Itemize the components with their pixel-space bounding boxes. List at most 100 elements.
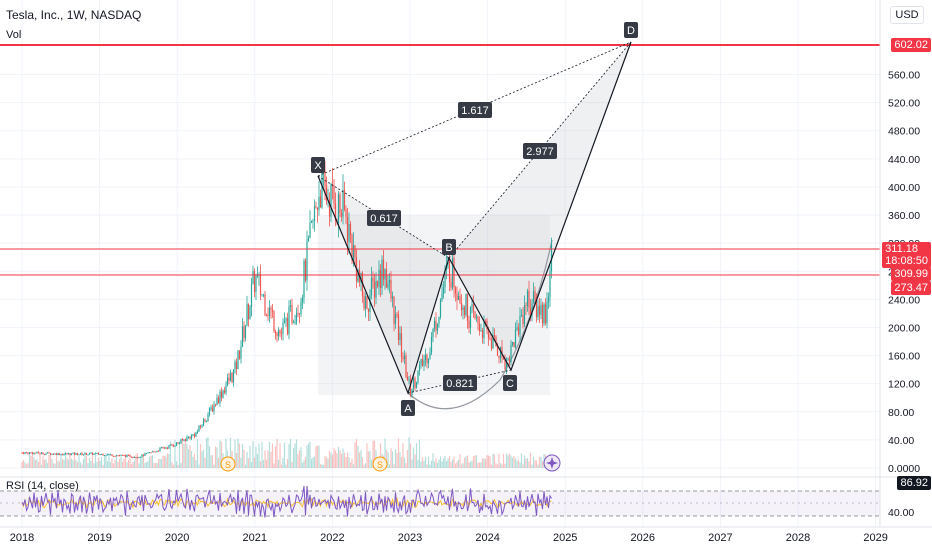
candle-body	[483, 321, 485, 339]
chart-legend[interactable]: Tesla, Inc., 1W, NASDAQ Vol	[6, 8, 141, 42]
candle-body	[523, 305, 526, 325]
candle-body	[207, 414, 209, 422]
volume-bar	[292, 447, 295, 468]
split-event-2022[interactable]: S	[372, 456, 388, 472]
candle-body	[421, 359, 424, 366]
rsi-title[interactable]: RSI (14, close)	[6, 480, 79, 492]
candle-body	[490, 339, 493, 349]
volume-bar	[282, 458, 284, 468]
volume-bar	[423, 460, 425, 468]
volume-bar	[283, 442, 286, 468]
volume-bar	[534, 460, 536, 468]
candle-body	[271, 309, 274, 312]
volume-bar	[57, 460, 59, 468]
candle-body	[517, 327, 520, 335]
volume-bar	[49, 455, 52, 468]
svg-text:X: X	[314, 160, 322, 172]
volume-bar	[112, 463, 115, 468]
volume-bar	[510, 455, 512, 468]
volume-bar	[306, 445, 308, 468]
volume-bar	[58, 461, 61, 468]
volume-bar	[466, 455, 469, 468]
candle-body	[238, 350, 241, 359]
volume-bar	[85, 456, 88, 468]
volume-bar	[229, 438, 232, 468]
time-axis[interactable]: 2018 2019 2020 2021 2022 2023 2024 2025 2026 2027…	[10, 532, 888, 544]
volume-bar	[190, 450, 193, 468]
candle-body	[444, 269, 446, 288]
candle-body	[37, 451, 40, 454]
candle-body	[88, 453, 91, 455]
volume-bar	[304, 457, 307, 468]
candle-body	[178, 442, 181, 444]
volume-bar	[267, 450, 269, 468]
volume-bar	[130, 463, 133, 468]
candle-body	[48, 452, 50, 454]
label-a[interactable]: A	[401, 400, 415, 416]
price-tick-label: 160.00	[888, 351, 920, 363]
candle-body	[210, 407, 212, 409]
volume-bar	[469, 461, 472, 468]
time-tick-label: 2018	[10, 532, 34, 544]
volume-bar	[355, 439, 358, 468]
ratio-bd: 2.977	[523, 143, 557, 159]
candle-body	[400, 333, 403, 358]
ratio-xd: 1.617	[458, 102, 492, 118]
volume-bar	[358, 452, 361, 468]
label-x[interactable]: X	[311, 157, 325, 173]
symbol-title[interactable]: Tesla, Inc., 1W, NASDAQ	[6, 8, 142, 22]
time-tick-label: 2020	[165, 532, 189, 544]
candle-body	[277, 330, 280, 336]
volume-bar	[61, 459, 64, 468]
volume-bar	[342, 448, 344, 468]
candle-body	[457, 295, 460, 301]
candle-body	[201, 425, 203, 427]
candle-body	[180, 439, 182, 443]
volume-bar	[82, 459, 85, 468]
candle-body	[22, 452, 25, 454]
volume-bar	[465, 456, 467, 468]
volume-bar	[154, 462, 157, 468]
range-rectangle	[318, 215, 550, 395]
candle-body	[237, 350, 239, 370]
volume-bar	[70, 458, 73, 468]
candle-body	[427, 358, 430, 364]
candle-body	[81, 452, 83, 455]
volume-bar	[192, 456, 194, 468]
candle-body	[372, 277, 374, 282]
candle-body	[163, 447, 166, 449]
volume-bar	[354, 442, 356, 468]
svg-text:A: A	[404, 403, 412, 415]
volume-bar	[100, 457, 103, 468]
candle-body	[69, 453, 71, 456]
candle-body	[424, 354, 427, 361]
volume-bar	[280, 464, 283, 468]
candle-body	[324, 169, 326, 186]
currency-button[interactable]: USD	[890, 6, 924, 24]
candle-body	[478, 323, 481, 332]
candle-body	[72, 452, 74, 454]
candle-body	[175, 442, 178, 446]
vol-label[interactable]: Vol	[6, 29, 22, 41]
candle-body	[364, 296, 367, 309]
volume-bar	[151, 455, 154, 468]
label-c[interactable]: C	[503, 375, 517, 391]
volume-bar	[411, 459, 413, 468]
candle-body	[249, 307, 251, 320]
price-candles	[21, 157, 553, 459]
volume-bar	[37, 462, 40, 468]
volume-bar	[24, 462, 26, 468]
volume-bar	[297, 454, 299, 468]
candle-body	[480, 330, 482, 332]
volume-bar	[67, 459, 70, 468]
candle-body	[408, 379, 410, 381]
split-event-2020[interactable]: S	[220, 456, 236, 472]
candle-body	[75, 453, 77, 455]
candle-body	[406, 376, 409, 381]
volume-bar	[27, 462, 29, 468]
volume-bar	[271, 443, 274, 468]
upcoming-event-icon[interactable]	[543, 454, 561, 472]
label-b[interactable]: B	[442, 239, 456, 255]
label-d[interactable]: D	[624, 22, 638, 38]
